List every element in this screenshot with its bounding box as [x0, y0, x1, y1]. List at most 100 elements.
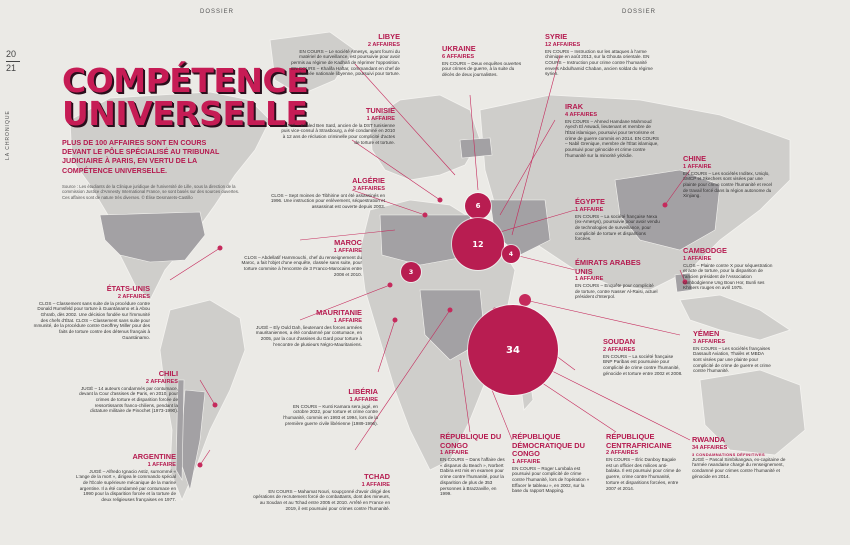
country-liberia: LIBÉRIA 1 AFFAIRE EN COURS – Kunti Kamar…: [278, 387, 378, 426]
case-text: EN COURS – Mahamat Nouri, soupçonné d'av…: [253, 488, 390, 511]
country-ukraine: UKRAINE 6 AFFAIRES EN COURS – Deux enquê…: [442, 44, 522, 78]
greenland-landmass: [269, 31, 356, 96]
country-cambodge: CAMBODGE 1 AFFAIRE CLOS – Plainte contre…: [683, 246, 773, 291]
country-maroc: MAROC 1 AFFAIRE CLOS – Abdellatif Hammou…: [237, 238, 363, 277]
case-text: CLOS – Sept moines de Tibhirine ont été …: [270, 192, 385, 209]
case-text: CLOS – Plainte contre X pour séquestrati…: [683, 262, 773, 291]
country-name: ÉTATS-UNIS: [106, 284, 150, 293]
country-name: MAROC: [334, 238, 362, 247]
case-count: 34 AFFAIRES: [692, 444, 728, 451]
case-count: 1 AFFAIRE: [683, 255, 712, 262]
case-count: 1 AFFAIRE: [361, 481, 390, 488]
europe-landmass: [369, 94, 481, 181]
source-text: Source : Les étudiants de la Clinique ju…: [62, 184, 240, 200]
case-count: 1 AFFAIRE: [147, 461, 176, 468]
country-chine: CHINE 1 AFFAIRE EN COURS – Les sociétés …: [683, 154, 773, 199]
country-name: LIBÉRIA: [348, 387, 378, 396]
country-name: RÉPUBLIQUE CENTRAFRICAINE: [606, 432, 672, 450]
country-name: RWANDA: [692, 435, 726, 444]
case-count: 1 AFFAIRE: [575, 276, 604, 282]
country-name: ÉMIRATS ARABES UNIS: [575, 258, 641, 276]
country-chili: CHILI 2 AFFAIRES JUGÉ – 14 auteurs conda…: [78, 369, 178, 414]
country-name: TCHAD: [364, 472, 390, 481]
lead-text: PLUS DE 100 AFFAIRES SONT EN COURS DEVAN…: [62, 138, 220, 175]
case-text: EN COURS – Deux enquêtes ouvertes pour c…: [442, 60, 522, 77]
north-africa-highlight: [379, 214, 476, 266]
usa-highlight: [99, 211, 206, 263]
case-count: 3 AFFAIRES: [352, 185, 385, 192]
country-algerie: ALGÉRIE 3 AFFAIRES CLOS – Sept moines de…: [265, 176, 385, 210]
country-name: CHILI: [158, 369, 178, 378]
country-soudan: SOUDAN 2 AFFAIRES EN COURS – La société …: [603, 337, 683, 376]
case-text: EN COURS – Le société Amesys, ayant four…: [291, 48, 400, 77]
case-text: EN COURS – Ahmed Hamdane Mahmoud Ayech E…: [565, 118, 659, 158]
country-name: RÉPUBLIQUE DU CONGO: [440, 432, 502, 450]
country-name: ÉGYPTE: [575, 197, 605, 206]
case-count: 2 AFFAIRES: [117, 293, 150, 300]
case-text: CLOS – Classement sans suite de la procé…: [33, 300, 150, 340]
country-name: MAURITANIE: [316, 308, 362, 317]
country-egypte: ÉGYPTE 1 AFFAIRE EN COURS – La société f…: [575, 197, 660, 242]
country-name: TUNISIE: [365, 106, 395, 115]
case-count: 1 AFFAIRE: [349, 396, 378, 403]
page-number-divider: [6, 61, 20, 62]
country-name: UKRAINE: [442, 44, 476, 53]
case-text: EN COURS – Les sociétés françaises Dassa…: [693, 345, 771, 374]
country-name: ARGENTINE: [132, 452, 176, 461]
country-rep-congo: RÉPUBLIQUE DU CONGO 1 AFFAIRE EN COURS –…: [440, 432, 508, 497]
case-count: 1 AFFAIRE: [333, 247, 362, 254]
case-text: EN COURS – Roger Lumbala est poursuivi p…: [512, 465, 590, 494]
country-rdc: RÉPUBLIQUE DÉMOCRATIQUE DU CONGO 1 AFFAI…: [512, 432, 590, 494]
country-libye: LIBYE 2 AFFAIRES EN COURS – Le société A…: [285, 32, 400, 77]
case-text: EN COURS – Les sociétés Inditex, Uniqlo,…: [683, 170, 772, 199]
bubble-rwanda-count: 34: [468, 305, 558, 395]
case-count: 1 AFFAIRE: [512, 458, 541, 465]
case-text: EN COURS – Éric Danboy Bagale est un off…: [606, 457, 681, 491]
china-highlight: [614, 169, 721, 251]
case-count: 1 AFFAIRE: [366, 115, 395, 122]
case-count: 12 AFFAIRES: [545, 41, 581, 48]
country-etats-unis: ÉTATS-UNIS 2 AFFAIRES CLOS – Classement …: [32, 284, 150, 340]
page-number-top: 20: [6, 49, 17, 59]
country-name: ALGÉRIE: [352, 176, 385, 185]
australia-landmass: [699, 369, 806, 456]
country-syrie: SYRIE 12 AFFAIRES EN COURS – Instruction…: [545, 32, 657, 77]
country-name: CAMBODGE: [683, 246, 727, 255]
case-text: CLOS – Abdellatif Hammouchi, chef du ren…: [241, 254, 363, 277]
header-right: DOSSIER: [622, 9, 657, 15]
case-text: EN COURS – Enquête pour complicité de to…: [575, 283, 658, 300]
country-name: SYRIE: [545, 32, 568, 41]
country-name: RÉPUBLIQUE DÉMOCRATIQUE DU CONGO: [512, 432, 585, 458]
case-text: EN COURS – Dans l'affaire des « disparus…: [440, 457, 505, 497]
country-irak: IRAK 4 AFFAIRES EN COURS – Ahmed Hamdane…: [565, 102, 660, 158]
case-text: EN COURS – La société française BNP Pari…: [603, 353, 683, 376]
bubble-iraq-count: 4: [502, 245, 520, 263]
country-name: LIBYE: [378, 32, 400, 41]
country-yemen: YÉMEN 3 AFFAIRES EN COURS – Les sociétés…: [693, 329, 773, 374]
case-count: 2 AFFAIRES: [145, 378, 178, 385]
country-tchad: TCHAD 1 AFFAIRE EN COURS – Mahamat Nouri…: [250, 472, 390, 511]
case-count: 1 AFFAIRE: [683, 163, 712, 170]
case-text: EN COURS – La société française Nexa (ex…: [575, 213, 660, 242]
page-title: COMPÉTENCE UNIVERSELLE: [62, 61, 309, 133]
country-rwanda: RWANDA 34 AFFAIRES 3 CONDAMNATIONS DÉFIN…: [692, 435, 787, 479]
country-name: YÉMEN: [693, 329, 720, 338]
country-name: IRAK: [565, 102, 584, 111]
country-name: SOUDAN: [603, 337, 636, 346]
bubble-ukraine-count: 6: [465, 193, 491, 219]
case-count: 2 AFFAIRES: [367, 41, 400, 48]
case-text: EN COURS – Kunti Kamara sera jugé, en oc…: [283, 403, 378, 426]
case-text: EN COURS – Instruction sur les attaques …: [545, 48, 653, 77]
case-count: 6 AFFAIRES: [442, 53, 475, 60]
country-mauritanie: MAURITANIE 1 AFFAIRE JUGÉ – Ely Ould Dah…: [247, 308, 362, 347]
chile-highlight: [175, 379, 185, 482]
header-left: DOSSIER: [200, 9, 235, 15]
case-text: JUGÉ – Pascal Simbikangwa, ex-capitaine …: [692, 456, 786, 479]
bubble-syria-count: 12: [452, 218, 504, 270]
page-number-bottom: 21: [6, 63, 17, 73]
case-count: 3 AFFAIRES: [693, 338, 726, 345]
case-count: 1 AFFAIRE: [575, 206, 604, 213]
case-text: JUGÉ – Ely Ould Dah, lieutenant des forc…: [255, 324, 362, 347]
